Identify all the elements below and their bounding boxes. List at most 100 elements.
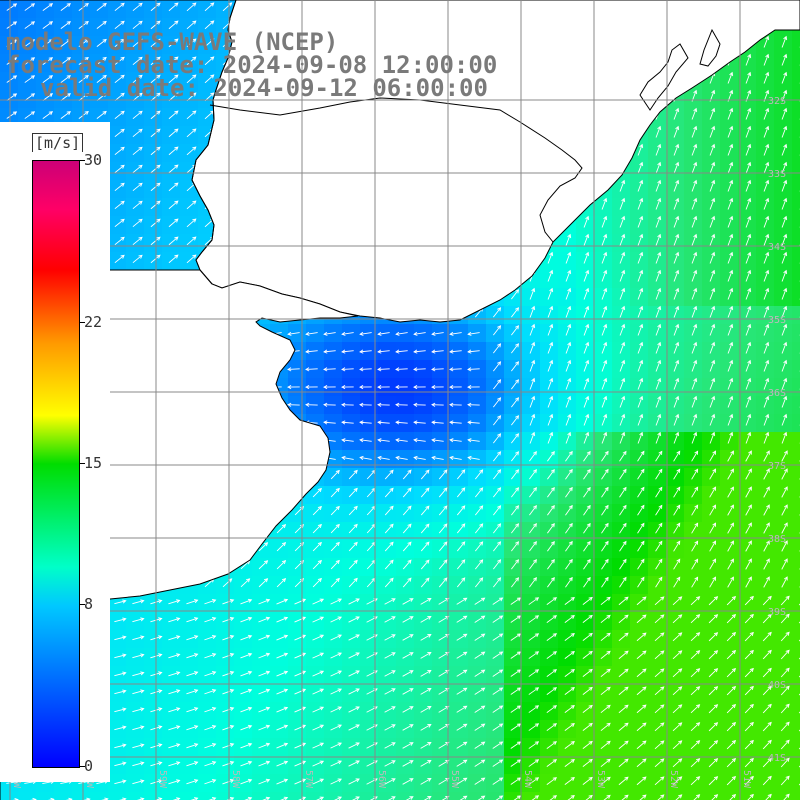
wind-arrow	[150, 146, 161, 156]
wind-arrow	[432, 439, 444, 442]
wind-arrow	[547, 577, 555, 588]
wind-arrow	[114, 21, 125, 30]
wind-arrow-head	[657, 179, 662, 185]
wind-arrow	[96, 93, 107, 102]
wind-arrow	[366, 488, 376, 498]
wind-arrow-head	[585, 377, 590, 383]
wind-arrow-head	[389, 469, 394, 474]
speed-cell	[342, 792, 361, 800]
wind-arrow	[601, 234, 607, 246]
wind-arrow-head	[449, 367, 454, 372]
wind-arrow-head	[711, 143, 716, 149]
wind-arrow-head	[479, 577, 484, 582]
wind-arrow-head	[747, 431, 752, 437]
wind-arrow	[467, 421, 480, 424]
wind-arrow-head	[102, 38, 107, 43]
wind-arrow	[150, 182, 161, 192]
wind-arrow-head	[766, 504, 770, 509]
wind-arrow	[763, 504, 770, 516]
wind-arrow	[709, 324, 715, 336]
wind-arrow-head	[210, 92, 215, 97]
wind-arrow	[691, 126, 697, 138]
wind-arrow-head	[693, 107, 698, 113]
wind-arrow	[384, 541, 394, 552]
wind-arrow-head	[675, 143, 680, 149]
wind-arrow-head	[479, 505, 484, 510]
wind-arrow	[601, 360, 607, 372]
wind-arrow-head	[389, 577, 394, 582]
wind-arrow	[396, 332, 408, 335]
wind-arrow-head	[174, 146, 179, 151]
wind-arrow-head	[568, 504, 573, 510]
wind-arrow-head	[407, 523, 412, 528]
wind-arrow	[583, 270, 589, 282]
wind-arrow	[781, 126, 787, 138]
wind-arrow-head	[431, 438, 436, 443]
wind-arrow	[60, 57, 71, 65]
wind-arrow	[727, 324, 733, 336]
wind-arrow-head	[712, 450, 716, 455]
wind-arrow	[637, 577, 645, 588]
wind-arrow-head	[549, 395, 554, 401]
wind-arrow-head	[407, 505, 412, 510]
wind-arrow	[583, 469, 591, 480]
wind-arrow	[763, 342, 769, 354]
wind-arrow-head	[192, 146, 197, 151]
wind-arrow-head	[549, 305, 554, 311]
wind-arrow	[745, 306, 751, 318]
speed-cell	[792, 126, 800, 145]
wind-arrow	[565, 505, 573, 516]
wind-arrow	[781, 450, 788, 462]
wind-arrow-head	[621, 341, 626, 347]
wind-arrow-head	[395, 367, 400, 372]
wind-arrow	[565, 234, 571, 246]
wind-arrow-head	[640, 486, 645, 491]
speed-cell	[612, 792, 631, 800]
wind-arrow	[132, 236, 143, 246]
wind-arrow	[348, 524, 358, 534]
speed-cell	[18, 792, 37, 800]
wind-arrow	[547, 252, 553, 264]
wind-arrow	[150, 38, 161, 48]
wind-arrow-head	[353, 541, 358, 546]
wind-arrow-head	[585, 323, 590, 329]
wind-arrow-head	[515, 343, 520, 348]
wind-arrow	[583, 505, 591, 516]
wind-arrow	[763, 36, 769, 48]
wind-arrow-head	[467, 367, 472, 372]
wind-arrow	[511, 433, 519, 444]
wind-arrow	[342, 457, 354, 460]
wind-arrow	[330, 560, 340, 570]
wind-arrow	[150, 92, 161, 102]
wind-arrow	[727, 450, 734, 462]
wind-arrow-head	[586, 468, 591, 474]
wind-arrow	[745, 252, 751, 264]
wind-arrow-head	[305, 367, 310, 372]
wind-arrow-head	[120, 164, 125, 169]
wind-arrow	[583, 252, 589, 264]
wind-arrow-head	[747, 179, 752, 185]
wind-arrow	[168, 236, 179, 246]
wind-arrow-head	[138, 164, 143, 169]
wind-arrow	[673, 378, 679, 390]
wind-arrow-head	[640, 450, 645, 455]
speed-cell	[648, 792, 667, 800]
wind-arrow-head	[604, 540, 609, 546]
wind-arrow	[673, 216, 679, 228]
speed-cell	[198, 792, 217, 800]
wind-arrow	[377, 421, 390, 424]
wind-arrow	[619, 342, 625, 354]
wind-arrow-head	[515, 397, 520, 402]
wind-arrow-head	[497, 343, 502, 348]
wind-arrow	[601, 270, 607, 282]
wind-arrow	[114, 165, 125, 174]
wind-arrow	[60, 75, 71, 83]
wind-arrow	[655, 342, 661, 354]
wind-arrow	[547, 342, 553, 354]
wind-arrow	[276, 560, 286, 570]
wind-arrow	[547, 396, 553, 408]
wind-arrow	[637, 487, 645, 498]
wind-arrow-head	[747, 377, 752, 383]
wind-arrow	[763, 378, 769, 390]
wind-arrow-head	[658, 522, 663, 527]
